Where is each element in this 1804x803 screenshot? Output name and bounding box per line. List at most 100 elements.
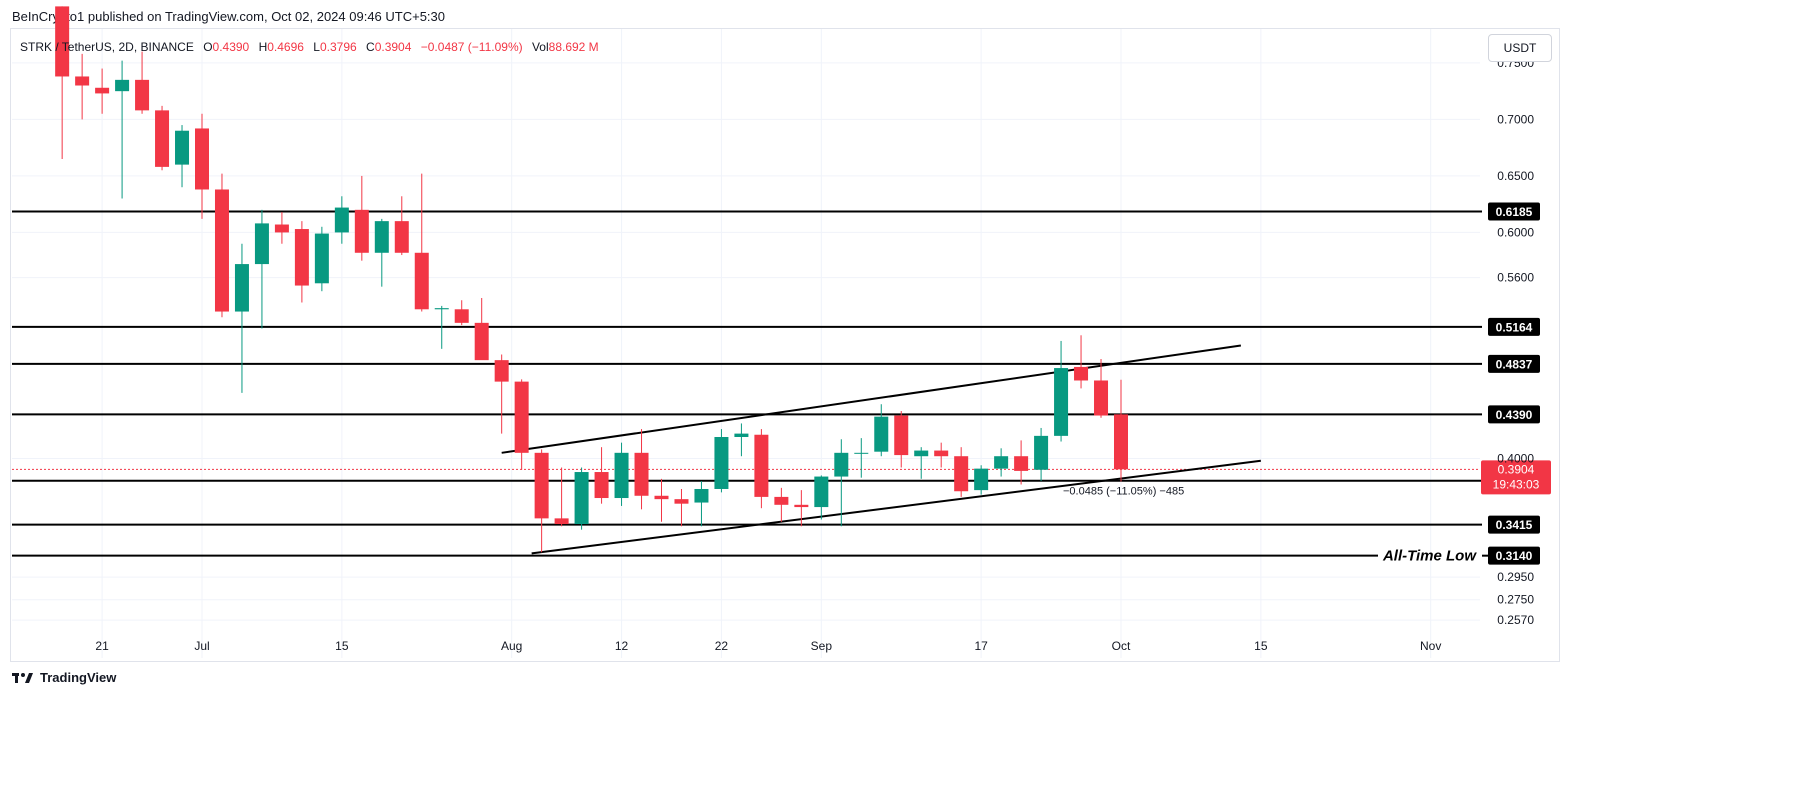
bullish-candle xyxy=(574,467,589,530)
candle-body xyxy=(734,433,749,437)
x-tick-label: Aug xyxy=(501,639,522,653)
x-tick-label: 22 xyxy=(715,639,729,653)
measure-annotation: −0.0485 (−11.05%) −485 xyxy=(1063,486,1184,498)
y-tick-label: 0.6500 xyxy=(1497,169,1534,183)
candle-body xyxy=(1094,380,1109,416)
bearish-candle xyxy=(55,6,70,159)
candle-body xyxy=(634,452,649,496)
level-label: 0.3140 xyxy=(1496,549,1533,563)
level-label: 0.3415 xyxy=(1496,518,1533,532)
candle-body xyxy=(434,308,449,310)
candle-body xyxy=(354,209,369,253)
candle-body xyxy=(254,223,269,265)
candle-body xyxy=(1074,366,1089,381)
candle-body xyxy=(954,456,969,492)
candle-body xyxy=(594,472,609,499)
bullish-candle xyxy=(175,125,190,188)
candle-body xyxy=(654,495,669,500)
change-value: −0.0487 (−11.09%) xyxy=(420,40,523,54)
x-tick-label: 15 xyxy=(335,639,349,653)
level-label: 0.6185 xyxy=(1496,205,1533,219)
high-value: 0.4696 xyxy=(267,40,304,54)
x-tick-label: 12 xyxy=(615,639,629,653)
bullish-candle xyxy=(854,438,869,478)
candle-body xyxy=(175,130,190,165)
candle-body xyxy=(1054,368,1069,436)
bearish-candle xyxy=(954,447,969,497)
bullish-candle xyxy=(614,442,629,506)
bearish-candle xyxy=(1114,379,1128,482)
candle-body xyxy=(894,415,909,456)
bullish-candle xyxy=(115,60,130,199)
candle-body xyxy=(674,499,689,504)
x-tick-label: Jul xyxy=(194,639,209,653)
bearish-candle xyxy=(1074,335,1089,389)
bearish-candle xyxy=(514,379,529,470)
candle-body xyxy=(994,456,1009,469)
y-tick-label: 0.2950 xyxy=(1497,570,1534,584)
bearish-candle xyxy=(494,354,509,434)
bearish-candle xyxy=(354,175,369,261)
level-badge xyxy=(1488,546,1540,565)
level-label: 0.5164 xyxy=(1496,320,1533,334)
bearish-candle xyxy=(774,487,789,522)
bullish-candle xyxy=(1034,427,1049,482)
bearish-candle xyxy=(195,113,209,219)
candle-body xyxy=(474,322,489,361)
bullish-candle xyxy=(694,481,709,527)
x-tick-label: 17 xyxy=(974,639,988,653)
price-chart[interactable]: 0.61850.51640.48370.43900.38030.34150.31… xyxy=(0,0,1568,698)
bullish-candle xyxy=(874,404,889,457)
candle-body xyxy=(294,229,309,286)
brand-name: TradingView xyxy=(40,670,117,685)
bearish-candle xyxy=(674,488,689,527)
candle-body xyxy=(494,360,509,382)
candle-body xyxy=(135,79,150,111)
bearish-candle xyxy=(75,53,90,120)
bearish-candle xyxy=(554,467,569,527)
candle-body xyxy=(314,233,329,284)
y-tick-label: 0.7000 xyxy=(1497,112,1534,126)
candle-body xyxy=(95,87,110,94)
bullish-candle xyxy=(714,429,729,493)
bearish-candle xyxy=(214,173,229,318)
candle-body xyxy=(55,6,70,77)
candle-body xyxy=(75,76,90,86)
publish-info: BeInCrypto1 published on TradingView.com… xyxy=(12,9,445,24)
candle-body xyxy=(214,189,229,312)
candle-body xyxy=(854,452,869,454)
bearish-candle xyxy=(95,68,110,114)
volume-label: Vol xyxy=(531,40,549,54)
bullish-candle xyxy=(254,209,269,329)
candle-body xyxy=(714,436,729,489)
candle-body xyxy=(814,476,829,508)
bullish-candle xyxy=(334,196,349,244)
candle-body xyxy=(534,452,549,519)
currency-button[interactable]: USDT xyxy=(1488,34,1552,62)
bullish-candle xyxy=(1054,340,1069,442)
candle-body xyxy=(234,264,249,312)
x-tick-label: 15 xyxy=(1254,639,1268,653)
bearish-candle xyxy=(754,429,769,509)
low-value: 0.3796 xyxy=(319,40,357,54)
low-label: L xyxy=(313,40,320,54)
candle-body xyxy=(934,450,949,457)
open-value: 0.4390 xyxy=(212,40,250,54)
y-tick-label: 0.6000 xyxy=(1497,225,1534,239)
bearish-candle xyxy=(1014,440,1029,485)
close-value: 0.3904 xyxy=(374,40,412,54)
x-tick-label: 21 xyxy=(95,639,109,653)
level-badge xyxy=(1488,317,1540,336)
bullish-candle xyxy=(914,447,929,479)
x-tick-label: Oct xyxy=(1112,639,1131,653)
y-tick-label: 0.2750 xyxy=(1497,593,1534,607)
level-badge xyxy=(1488,202,1540,221)
high-label: H xyxy=(258,40,268,54)
candle-body xyxy=(794,504,809,508)
candle-body xyxy=(874,416,889,452)
y-tick-label: 0.2570 xyxy=(1497,613,1534,627)
candle-body xyxy=(195,128,209,190)
chart-panel[interactable] xyxy=(10,28,1560,662)
bearish-candle xyxy=(594,447,609,504)
current-price-label: 0.3904 xyxy=(1498,462,1535,476)
